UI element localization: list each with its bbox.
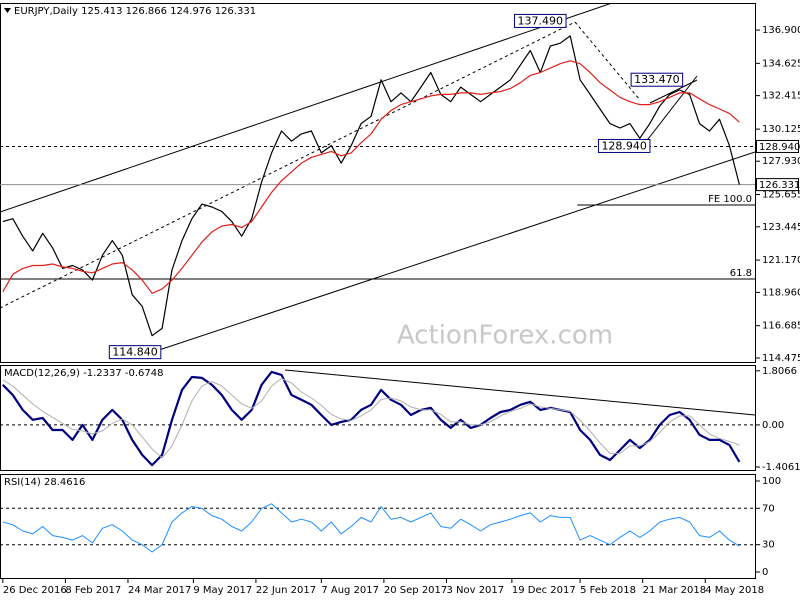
x-tick-label: 8 Feb 2017 — [65, 585, 121, 596]
panel-title: EURJPY,Daily 125.413 126.866 124.976 126… — [14, 6, 256, 17]
y-tick-label: 125.655 — [762, 189, 800, 200]
macd-trendlines — [284, 369, 755, 416]
wedge-lower — [644, 75, 698, 144]
channel-lower — [149, 151, 755, 354]
level-box — [756, 139, 799, 153]
x-tick-label: 9 May 2017 — [193, 585, 252, 596]
x-tick-label: 3 Nov 2017 — [446, 585, 504, 596]
annotation-label: 133.470 — [634, 73, 680, 86]
level-label: FE 100.0 — [708, 194, 752, 205]
rsi-panel-frame — [0, 474, 756, 579]
y-tick-label: 132.415 — [762, 91, 800, 102]
y-tick-label: 116.685 — [762, 321, 800, 332]
y-tick-label: 130.125 — [762, 124, 800, 135]
y-tick-label: 100 — [762, 476, 781, 487]
panel — [0, 35, 755, 337]
annotation-label: 114.840 — [112, 346, 158, 359]
y-tick-label: -1.4061 — [762, 462, 800, 473]
y-tick-label: 121.170 — [762, 255, 800, 266]
y-tick-label: 134.625 — [762, 58, 800, 69]
annotation-box — [597, 138, 651, 153]
level-label: 126.331 — [759, 180, 800, 191]
level-label: 128.940 — [759, 142, 800, 153]
series-line — [2, 503, 740, 553]
x-tick-label: 26 Dec 2016 — [3, 585, 67, 596]
x-tick-label: 5 Feb 2018 — [580, 585, 636, 596]
x-tick-label: 7 Aug 2017 — [321, 585, 379, 596]
series-line — [2, 60, 740, 294]
x-tick-label: 19 Dec 2017 — [512, 585, 576, 596]
y-tick-label: 127.930 — [762, 156, 800, 167]
y-tick-label: 136.900 — [762, 25, 800, 36]
watermark: ActionForex.com — [397, 321, 613, 351]
decline-line — [574, 21, 641, 101]
x-tick-label: 22 Jun 2017 — [256, 585, 316, 596]
annotation-box — [514, 13, 567, 28]
y-tick-label: 0 — [762, 567, 768, 578]
series-line — [2, 378, 740, 459]
channel-mid — [0, 21, 576, 309]
level-box — [756, 178, 799, 192]
y-tick-label: 30 — [762, 540, 775, 551]
y-tick-label: 114.475 — [762, 353, 800, 364]
annotation-label: 128.940 — [601, 139, 647, 152]
wedge-upper — [649, 79, 698, 104]
x-tick-label: 24 Mar 2017 — [128, 585, 191, 596]
y-tick-label: 0.00 — [762, 420, 784, 431]
level-label: 61.8 — [730, 268, 752, 279]
panel-title: MACD(12,26,9) -1.2337 -0.6748 — [4, 368, 164, 379]
price-trendlines — [0, 3, 755, 354]
y-tick-label: 118.960 — [762, 287, 800, 298]
x-tick-label: 21 Mar 2018 — [643, 585, 706, 596]
annotation-box — [630, 72, 684, 87]
channel-upper — [0, 3, 613, 213]
panel — [0, 503, 755, 553]
annotation-label: 137.490 — [518, 14, 564, 27]
y-tick-label: 1.8066 — [762, 366, 797, 377]
series-line — [2, 35, 740, 337]
annotation-box — [108, 345, 162, 360]
panel-title: RSI(14) 28.4616 — [4, 477, 85, 488]
x-tick-label: 20 Sep 2017 — [384, 585, 447, 596]
panel — [0, 370, 755, 467]
x-tick-label: 4 May 2018 — [705, 585, 764, 596]
dropdown-icon — [4, 8, 11, 13]
price-panel-frame — [0, 3, 756, 363]
macd-panel-frame — [0, 365, 756, 471]
y-tick-label: 123.445 — [762, 222, 800, 233]
y-tick-label: 70 — [762, 503, 775, 514]
macd-trendline — [284, 369, 755, 416]
